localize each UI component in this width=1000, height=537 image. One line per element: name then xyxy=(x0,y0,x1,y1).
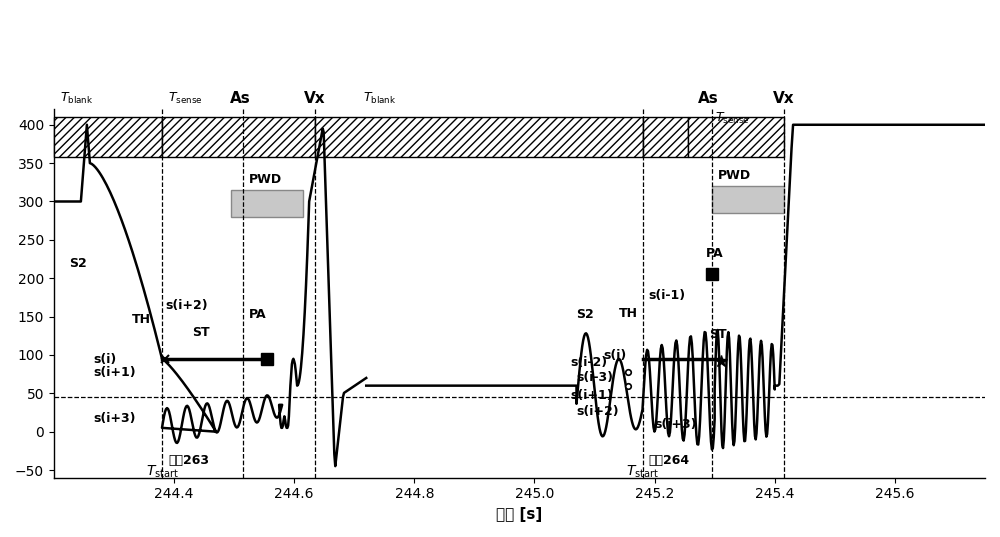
Text: $T_{\rm sense}$: $T_{\rm sense}$ xyxy=(168,91,203,106)
Text: $T_{\rm blank}$: $T_{\rm blank}$ xyxy=(60,91,93,106)
Text: Vx: Vx xyxy=(773,91,795,106)
Bar xyxy=(231,190,303,217)
Text: s(i+2): s(i+2) xyxy=(165,299,208,312)
Text: ST: ST xyxy=(709,328,726,341)
Text: TH: TH xyxy=(132,313,151,326)
Text: s(i+1): s(i+1) xyxy=(570,389,613,402)
Text: s(i): s(i) xyxy=(604,349,627,362)
Text: s(i+1): s(i+1) xyxy=(93,366,136,380)
Text: s(i+2): s(i+2) xyxy=(576,405,619,418)
Text: s(i): s(i) xyxy=(93,353,116,366)
Text: 周期263: 周期263 xyxy=(168,454,209,467)
Text: ST: ST xyxy=(192,326,210,339)
Bar xyxy=(712,186,784,213)
Text: $T_{\rm start}$: $T_{\rm start}$ xyxy=(626,463,659,480)
Text: s(i-3): s(i-3) xyxy=(576,371,613,384)
Bar xyxy=(688,117,784,157)
Bar xyxy=(643,117,688,157)
Text: PA: PA xyxy=(706,246,723,260)
Bar xyxy=(315,117,643,157)
Text: 周期264: 周期264 xyxy=(649,454,690,467)
Bar xyxy=(162,117,315,157)
X-axis label: 时间 [s]: 时间 [s] xyxy=(496,507,543,522)
Text: $T_{\rm sense}$: $T_{\rm sense}$ xyxy=(715,111,749,126)
Text: Vx: Vx xyxy=(304,91,326,106)
Text: $T_{\rm start}$: $T_{\rm start}$ xyxy=(146,463,178,480)
Text: PWD: PWD xyxy=(718,169,751,182)
Text: s(i-2): s(i-2) xyxy=(570,355,608,369)
Text: S2: S2 xyxy=(576,308,594,321)
Text: As: As xyxy=(230,91,250,106)
Text: s(i+3): s(i+3) xyxy=(655,418,697,431)
Text: $T_{\rm blank}$: $T_{\rm blank}$ xyxy=(363,91,397,106)
Text: s(i+3): s(i+3) xyxy=(93,412,135,425)
Text: PWD: PWD xyxy=(249,173,282,186)
Text: s(i-1): s(i-1) xyxy=(649,289,686,302)
Text: PA: PA xyxy=(249,308,267,321)
Text: S2: S2 xyxy=(69,257,87,270)
Text: TH: TH xyxy=(619,307,638,320)
Text: As: As xyxy=(698,91,719,106)
Bar xyxy=(54,117,162,157)
